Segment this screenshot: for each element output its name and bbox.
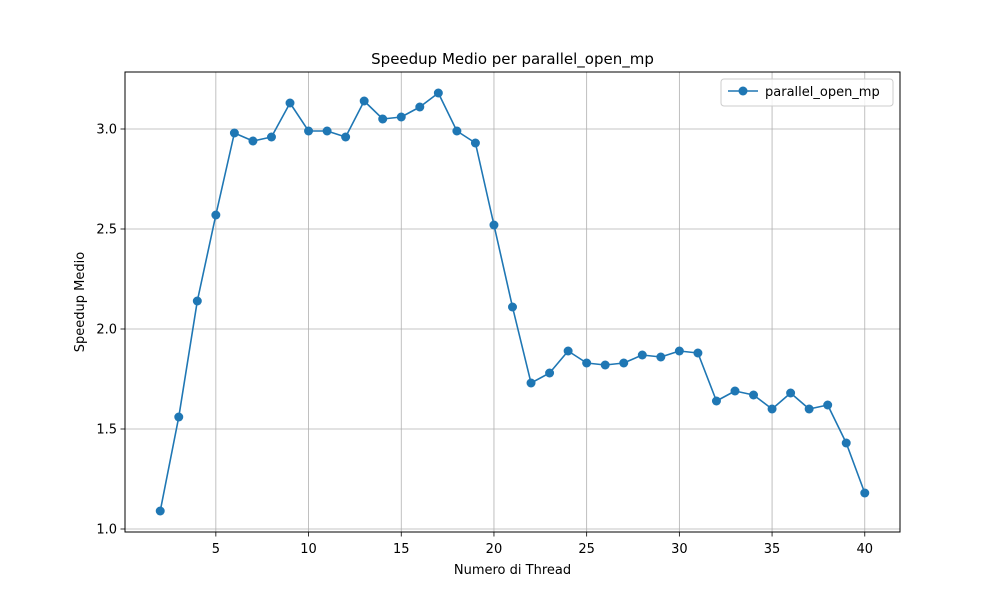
y-tick-label: 1.0 [96,523,117,538]
data-point [508,302,517,312]
data-point [378,114,388,124]
data-point [322,126,332,136]
data-point [749,390,759,400]
data-point [767,404,777,414]
series-layer [155,88,870,516]
legend: parallel_open_mp [720,78,894,107]
x-tick-label: 15 [393,542,410,557]
data-point [786,388,796,398]
y-axis-ticks: 1.0 1.5 2.0 2.5 3.0 [96,123,125,538]
data-point [248,136,258,146]
data-point [656,352,666,362]
x-tick-label: 20 [486,542,503,557]
data-point [415,102,425,112]
x-axis-ticks: 5 10 15 20 25 30 35 40 [212,532,873,557]
data-point [674,346,684,356]
chart-title: Speedup Medio per parallel_open_mp [371,50,654,69]
data-point [285,98,295,108]
data-point [192,296,202,306]
data-point [266,132,276,142]
legend-box [720,78,894,107]
data-point [341,132,351,142]
data-point [304,126,314,136]
data-point [526,378,536,388]
y-axis-label: Speedup Medio [73,252,88,352]
data-point [804,404,814,414]
data-point [211,210,221,220]
y-tick-label: 3.0 [96,123,117,138]
legend-marker-swatch [738,86,748,96]
y-tick-label: 2.5 [96,223,117,238]
data-point [470,138,480,148]
x-axis-label: Numero di Thread [454,563,571,578]
data-point [155,506,165,516]
x-tick-label: 10 [300,542,317,557]
data-point [396,112,406,122]
data-point [860,488,870,498]
data-point [823,400,833,410]
data-point [563,346,573,356]
data-point [600,360,610,370]
data-point [637,350,647,360]
data-point [841,438,851,448]
data-point [619,358,629,368]
legend-label: parallel_open_mp [765,85,880,100]
data-point [433,88,443,98]
x-tick-label: 40 [856,542,873,557]
plot-frame [124,71,901,533]
x-tick-label: 5 [212,542,220,557]
data-point [359,96,369,106]
x-tick-label: 25 [578,542,595,557]
y-tick-label: 2.0 [96,323,117,338]
x-tick-label: 30 [671,542,688,557]
data-point [730,386,740,396]
data-point [693,348,703,358]
x-tick-label: 35 [764,542,781,557]
data-point [452,126,462,136]
data-point [711,396,721,406]
grid-lines [125,72,900,532]
y-tick-label: 1.5 [96,423,117,438]
data-point [582,358,592,368]
data-point [229,128,239,138]
data-point [174,412,184,422]
data-point [545,368,555,378]
data-point [489,220,499,230]
